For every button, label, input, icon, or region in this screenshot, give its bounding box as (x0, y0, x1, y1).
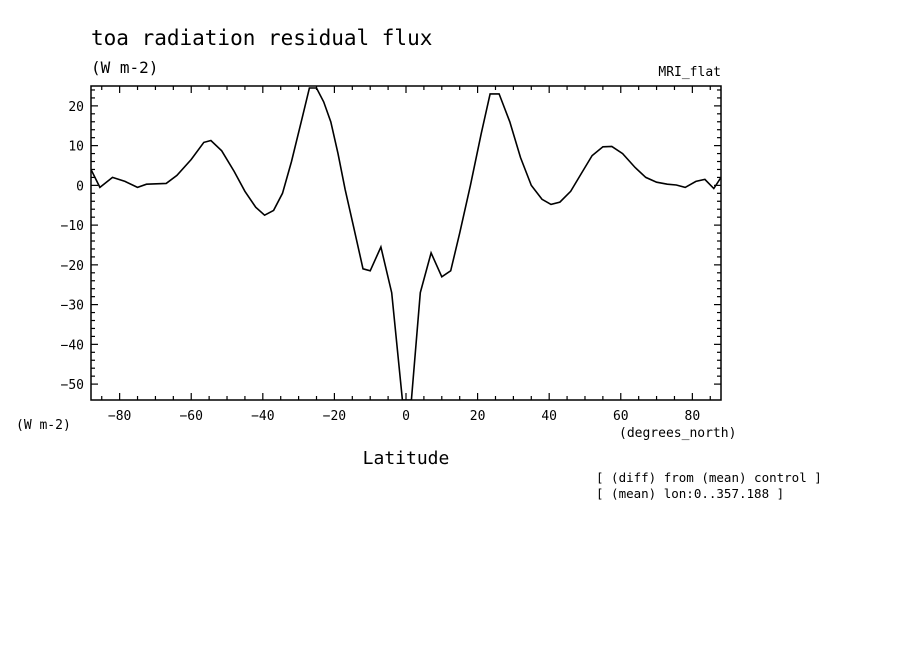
note-line-2: [ (mean) lon:0..357.188 ] (596, 486, 784, 501)
x-tick-label: −20 (323, 409, 346, 424)
x-tick-label: 80 (685, 409, 701, 424)
x-units-label: (degrees_north) (619, 426, 736, 441)
y-tick-label: 10 (68, 140, 84, 155)
y-tick-label: −20 (61, 259, 84, 274)
x-tick-label: −60 (179, 409, 202, 424)
model-label: MRI_flat (658, 65, 721, 80)
y-axis: 20 10 0 −10 −20 −30 −40 −50 (61, 89, 721, 393)
y-tick-label: 20 (68, 100, 84, 115)
x-axis-label: Latitude (363, 448, 450, 469)
x-axis: −80 −60 −40 −20 0 20 40 60 80 (101, 86, 711, 424)
series-line (91, 87, 721, 400)
y-tick-label: −40 (61, 338, 84, 353)
chart-units-label: (W m-2) (91, 58, 158, 77)
y-tick-label: −10 (61, 219, 84, 234)
y-tick-label: −50 (61, 378, 84, 393)
x-tick-label: 0 (402, 409, 410, 424)
x-tick-label: 60 (613, 409, 629, 424)
y-tick-label: 0 (76, 179, 84, 194)
plot-frame (90, 85, 722, 401)
x-tick-label: −80 (108, 409, 131, 424)
x-tick-label: 20 (470, 409, 486, 424)
y-axis-label: (W m-2) (16, 418, 71, 433)
x-tick-label: −40 (251, 409, 274, 424)
x-tick-label: 40 (541, 409, 557, 424)
chart-title: toa radiation residual flux (91, 26, 432, 50)
y-tick-label: −30 (61, 299, 84, 314)
note-line-1: [ (diff) from (mean) control ] (596, 470, 822, 485)
